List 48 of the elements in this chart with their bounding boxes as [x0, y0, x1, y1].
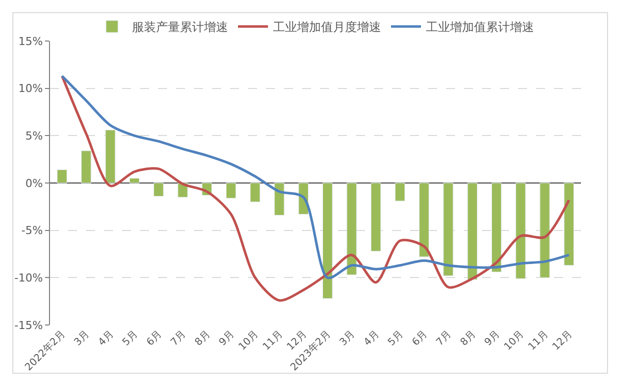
- x-tick-label: 6月: [144, 328, 164, 348]
- legend-label: 服装产量累计增速: [132, 20, 228, 34]
- bar: [250, 182, 260, 202]
- bar: [129, 178, 140, 184]
- x-tick-label: 7月: [434, 328, 454, 348]
- bar: [419, 182, 430, 258]
- y-tick-label: -5%: [21, 224, 43, 238]
- y-tick-label: 15%: [18, 34, 43, 48]
- x-tick-label: 9月: [482, 328, 502, 348]
- x-tick-label: 11月: [261, 328, 285, 353]
- x-tick-label: 5月: [120, 328, 140, 348]
- bar: [540, 182, 550, 278]
- x-tick-label: 10月: [236, 328, 261, 353]
- bar: [322, 182, 333, 299]
- bar: [81, 150, 92, 184]
- x-tick-label: 4月: [362, 328, 382, 348]
- x-tick-label: 4月: [96, 328, 116, 348]
- legend-label: 工业增加值累计增速: [426, 20, 534, 34]
- y-tick-label: 10%: [18, 82, 43, 96]
- x-tick-label: 6月: [410, 328, 430, 348]
- x-tick-label: 10月: [502, 328, 526, 353]
- x-tick-label: 3月: [72, 328, 92, 348]
- y-tick-label: -15%: [14, 318, 43, 332]
- y-tick-label: 5%: [25, 130, 43, 143]
- legend-label: 工业增加值月度增速: [273, 20, 381, 34]
- y-tick-label: 0%: [25, 176, 43, 190]
- bar: [370, 182, 381, 252]
- x-tick-label: 8月: [193, 328, 213, 348]
- x-tick-label: 12月: [550, 328, 575, 353]
- bar: [154, 182, 164, 196]
- bar: [491, 182, 502, 272]
- bar: [467, 182, 478, 280]
- bar: [516, 182, 526, 279]
- x-tick-label: 3月: [338, 328, 358, 348]
- bar: [274, 182, 284, 216]
- bar: [346, 182, 357, 276]
- x-tick-label: 9月: [217, 328, 237, 348]
- bar: [56, 170, 68, 184]
- x-tick-label: 5月: [386, 328, 406, 348]
- bar: [443, 182, 454, 276]
- bar: [394, 182, 406, 202]
- bar: [105, 130, 116, 184]
- x-tick-label: 8月: [458, 328, 478, 348]
- x-tick-label: 7月: [169, 328, 188, 348]
- bar: [564, 182, 574, 266]
- x-tick-label: 11月: [526, 328, 550, 353]
- bar: [226, 182, 236, 198]
- y-tick-label: -10%: [14, 272, 43, 285]
